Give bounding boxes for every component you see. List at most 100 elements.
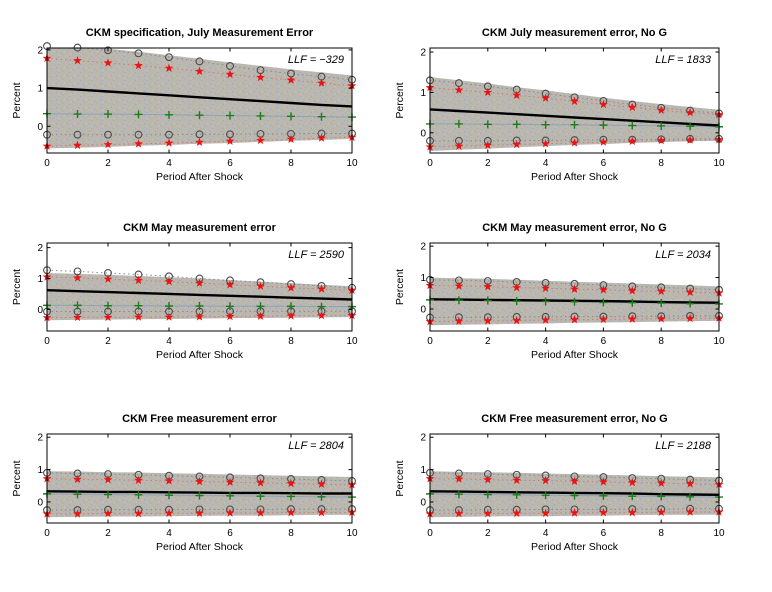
star-marker — [627, 136, 637, 145]
y-tick-label: 0 — [37, 122, 43, 133]
axis-box — [46, 242, 353, 332]
plus-marker — [657, 299, 666, 308]
y-axis-label: Percent — [394, 460, 406, 496]
star-marker — [73, 56, 82, 65]
star-marker — [195, 66, 204, 75]
star-marker — [256, 508, 265, 517]
star-marker — [256, 311, 265, 320]
y-axis-label: Percent — [394, 269, 406, 305]
circle-marker — [195, 130, 204, 139]
x-tick-label: 6 — [601, 336, 607, 347]
circle-marker — [226, 61, 234, 70]
star-marker — [103, 475, 113, 484]
star-marker — [317, 508, 326, 517]
plus-marker — [541, 120, 550, 129]
dotted-trace — [47, 269, 352, 289]
x-axis-label: Period After Shock — [531, 171, 619, 183]
star-marker — [454, 316, 464, 325]
star-marker — [541, 139, 550, 148]
star-marker — [656, 105, 666, 114]
y-axis-label: Percent — [11, 460, 23, 496]
x-tick-label: 8 — [288, 528, 294, 539]
dotted-trace — [47, 511, 352, 515]
star-marker — [656, 135, 666, 145]
x-tick-label: 6 — [227, 528, 233, 539]
plus-marker — [226, 491, 234, 500]
plot-title: CKM May measurement error, No G — [482, 222, 667, 234]
star-marker — [256, 72, 265, 82]
star-marker — [73, 140, 82, 150]
llf-annotation: LLF = 2590 — [288, 249, 345, 261]
y-tick-label: 2 — [37, 433, 43, 444]
star-marker — [164, 277, 174, 286]
star-marker — [541, 93, 550, 102]
plus-marker — [165, 491, 173, 500]
star-marker — [286, 508, 296, 517]
plus-marker — [628, 492, 637, 501]
x-tick-label: 8 — [288, 158, 294, 169]
star-marker — [627, 477, 637, 487]
plot-area: 0 2 4 6 8 10 0 1 2 — [37, 433, 358, 539]
star-marker — [570, 508, 579, 517]
plot-title: CKM Free measurement error — [122, 413, 277, 425]
mean-impulse-line — [46, 289, 353, 301]
star-marker — [73, 273, 82, 282]
star-marker — [134, 475, 143, 484]
llf-annotation: LLF = 2804 — [288, 440, 344, 452]
x-tick-label: 8 — [658, 528, 664, 539]
y-tick-label: 0 — [420, 128, 426, 139]
axis-box — [46, 433, 353, 524]
plus-marker — [256, 492, 265, 501]
llf-annotation: LLF = 2188 — [655, 440, 712, 452]
star-marker — [512, 283, 522, 292]
plus-marker — [317, 112, 326, 121]
star-marker — [225, 477, 235, 486]
plus-marker — [483, 296, 492, 305]
star-marker — [512, 139, 522, 149]
x-tick-label: 0 — [427, 336, 433, 347]
star-marker — [512, 475, 522, 484]
circle-marker — [73, 130, 82, 139]
plus-marker — [686, 492, 695, 501]
plus-marker — [570, 120, 579, 129]
circle-marker — [195, 57, 204, 66]
y-tick-label: 0 — [37, 305, 43, 316]
x-tick-label: 4 — [166, 158, 172, 169]
x-axis-label: Period After Shock — [531, 349, 619, 361]
x-tick-label: 0 — [427, 528, 433, 539]
subplot-ckm-free: 0 2 4 6 8 10 0 1 2 CKM Free measurement error LL… — [11, 413, 358, 553]
plus-marker — [599, 491, 608, 500]
plus-marker — [195, 491, 204, 500]
star-marker — [134, 509, 143, 518]
star-marker — [317, 284, 326, 293]
star-marker — [570, 315, 579, 324]
star-marker — [599, 137, 608, 146]
plus-marker — [287, 112, 295, 121]
star-marker — [256, 478, 265, 487]
plot-area: 0 2 4 6 8 10 0 1 2 — [420, 47, 725, 169]
plus-marker — [512, 297, 521, 306]
star-marker — [512, 90, 522, 99]
plus-marker — [226, 111, 234, 120]
x-tick-label: 8 — [288, 336, 294, 347]
plus-marker — [134, 110, 143, 119]
star-marker — [483, 475, 493, 484]
y-axis-label: Percent — [11, 82, 23, 118]
y-tick-label: 2 — [37, 243, 43, 254]
star-marker — [599, 314, 608, 324]
x-tick-label: 0 — [44, 158, 50, 169]
plus-marker — [657, 121, 666, 130]
star-marker — [656, 314, 666, 323]
x-tick-label: 4 — [543, 158, 549, 169]
x-tick-label: 4 — [166, 528, 172, 539]
x-tick-label: 2 — [485, 336, 491, 347]
plus-marker — [317, 492, 326, 501]
star-marker — [541, 283, 550, 292]
llf-annotation: LLF = −329 — [288, 54, 344, 66]
confidence-band — [47, 273, 352, 321]
star-marker — [256, 281, 265, 290]
star-marker — [570, 284, 579, 293]
star-marker — [483, 282, 493, 291]
plus-marker — [628, 298, 637, 307]
